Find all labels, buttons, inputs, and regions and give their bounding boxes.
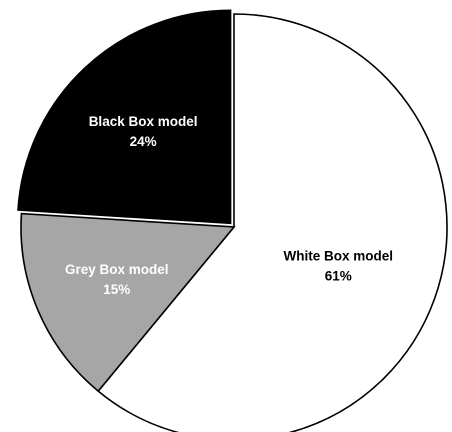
pie-labels: White Box model 61% Grey Box model 15% Black… bbox=[65, 114, 393, 297]
slice-label-white-box-model: White Box model bbox=[283, 249, 393, 264]
slice-label-black-box-model: Black Box model bbox=[89, 114, 198, 129]
slice-grey-box-model bbox=[20, 212, 236, 393]
slice-label-grey-box-model: Grey Box model bbox=[65, 262, 169, 277]
slice-black-box-model bbox=[17, 9, 232, 225]
pie-slices bbox=[17, 9, 448, 432]
slice-percent-white-box-model: 61% bbox=[325, 269, 352, 284]
slice-percent-grey-box-model: 15% bbox=[103, 282, 130, 297]
slice-white-box-model bbox=[97, 13, 448, 432]
slice-percent-black-box-model: 24% bbox=[130, 134, 157, 149]
